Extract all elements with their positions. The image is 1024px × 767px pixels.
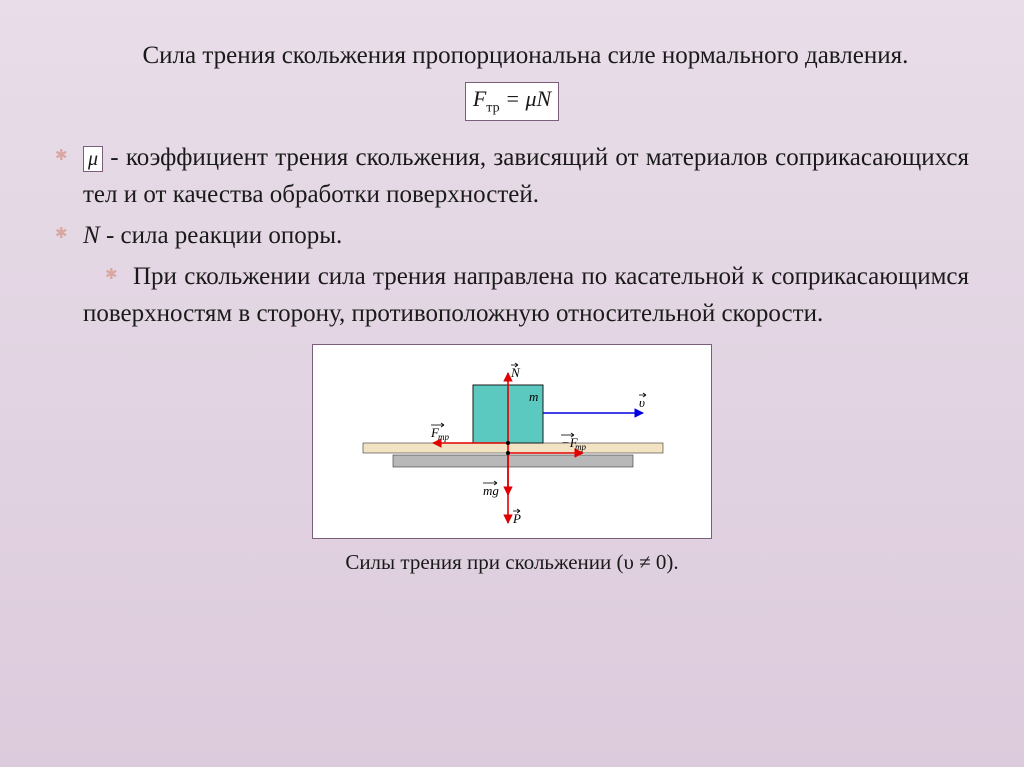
svg-text:m: m	[529, 389, 538, 404]
svg-text:υ: υ	[639, 395, 645, 410]
formula-mu: μ	[525, 86, 536, 111]
svg-text:тр: тр	[575, 442, 586, 452]
formula-F: F	[473, 86, 486, 111]
bullet-text-2: При скольжении сила трения направлена по…	[83, 263, 969, 327]
figure-caption: Силы трения при скольжении (υ ≠ 0).	[55, 550, 969, 575]
bullet-item-n: N - сила реакции опоры.	[55, 217, 969, 254]
bullet-text-0: - коэффициент трения скольжения, зависящ…	[83, 144, 969, 208]
figure-box: mNυFтр−FтрmgP	[312, 344, 712, 539]
bullet-item-direction: При скольжении сила трения направлена по…	[55, 258, 969, 332]
mu-symbol-box: μ	[83, 146, 103, 172]
svg-text:P: P	[512, 511, 521, 526]
svg-text:mg: mg	[483, 483, 499, 498]
formula-eq: =	[500, 86, 526, 111]
bullet-text-1: - сила реакции опоры.	[100, 222, 343, 249]
friction-diagram: mNυFтр−FтрmgP	[313, 345, 713, 540]
intro-paragraph: Сила трения скольжения пропорциональна с…	[55, 38, 969, 74]
formula-box: Fтр = μN	[465, 82, 559, 120]
svg-text:N: N	[510, 365, 521, 380]
bullet-list: μ - коэффициент трения скольжения, завис…	[55, 139, 969, 332]
figure-container: mNυFтр−FтрmgP Силы трения при скольжении…	[55, 344, 969, 575]
n-symbol: N	[83, 222, 100, 249]
formula-F-sub: тр	[486, 101, 499, 116]
formula-N: N	[536, 86, 551, 111]
bullet-item-mu: μ - коэффициент трения скольжения, завис…	[55, 139, 969, 213]
formula-container: Fтр = μN	[55, 82, 969, 120]
svg-text:тр: тр	[438, 432, 449, 442]
